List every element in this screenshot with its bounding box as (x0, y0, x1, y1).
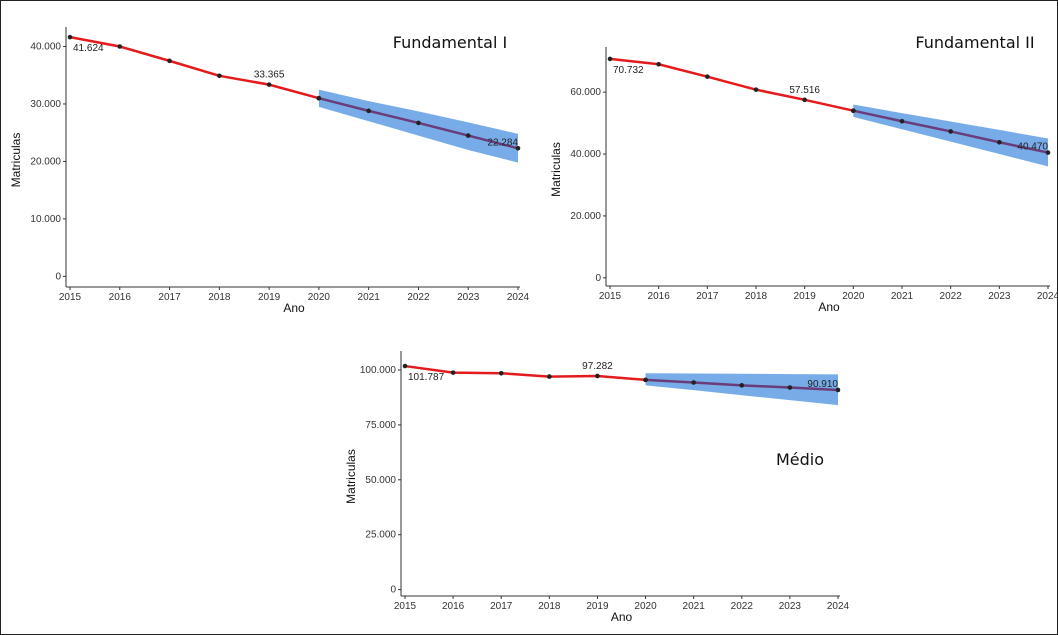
data-label: 90.910 (807, 379, 838, 390)
x-tick-label: 2023 (457, 292, 480, 303)
data-point (547, 374, 552, 379)
y-tick-label: 0 (595, 273, 601, 284)
data-point (366, 108, 371, 114)
x-tick-label: 2016 (109, 292, 132, 303)
x-tick-label: 2017 (490, 601, 513, 612)
x-tick-label: 2018 (745, 291, 768, 302)
x-axis-label: Ano (818, 300, 840, 314)
x-tick-label: 2024 (827, 601, 850, 612)
y-tick-label: 0 (55, 271, 61, 282)
y-tick-label: 40.000 (570, 149, 601, 160)
data-label: 40.470 (1017, 142, 1048, 153)
data-point (450, 370, 456, 375)
x-tick-label: 2020 (634, 601, 657, 612)
x-tick-label: 2018 (538, 601, 561, 612)
x-tick-label: 2017 (158, 292, 181, 303)
y-tick-label: 0 (390, 585, 396, 596)
y-tick-label: 25.000 (365, 530, 396, 541)
x-tick-label: 2016 (442, 601, 465, 612)
y-tick-label: 20.000 (30, 156, 61, 167)
x-tick-label: 2015 (59, 292, 82, 303)
data-point (739, 383, 745, 388)
data-point (997, 139, 1002, 145)
x-tick-label: 2020 (842, 291, 865, 302)
data-point (595, 373, 600, 379)
x-tick-label: 2015 (394, 601, 417, 612)
data-point (316, 95, 322, 101)
x-tick-label: 2023 (988, 291, 1011, 302)
x-tick-label: 2022 (407, 292, 430, 303)
data-label: 33.365 (254, 70, 285, 81)
data-point (217, 73, 222, 79)
x-tick-label: 2023 (779, 601, 802, 612)
data-point (117, 44, 123, 49)
data-point (835, 387, 841, 393)
data-point (802, 97, 807, 103)
y-tick-label: 40.000 (30, 41, 61, 52)
data-point (753, 87, 759, 92)
data-point (67, 34, 73, 40)
data-point (1045, 150, 1051, 155)
data-point (948, 129, 953, 134)
x-tick-label: 2021 (358, 292, 381, 303)
x-tick-label: 2021 (891, 291, 914, 302)
y-tick-label: 60.000 (570, 87, 601, 98)
data-point (643, 377, 648, 383)
data-label: 101.787 (408, 372, 445, 383)
data-label: 70.732 (613, 65, 644, 76)
y-axis-label: Matriculas (549, 142, 563, 197)
data-point (465, 133, 471, 138)
x-tick-label: 2019 (586, 601, 609, 612)
x-tick-label: 2017 (696, 291, 719, 302)
x-axis-label: Ano (611, 610, 633, 624)
data-point (515, 146, 521, 151)
data-point (656, 61, 661, 67)
chart-title: Fundamental II (915, 33, 1034, 52)
y-axis-label: Matriculas (344, 449, 358, 504)
x-axis-label: Ano (283, 301, 305, 315)
data-point (167, 58, 172, 64)
confidence-band (318, 89, 518, 163)
x-tick-label: 2022 (731, 601, 754, 612)
x-tick-label: 2018 (208, 292, 231, 303)
data-label: 22.284 (487, 137, 518, 148)
y-tick-label: 10.000 (30, 214, 61, 225)
data-label: 41.624 (73, 43, 104, 54)
data-point (787, 385, 793, 390)
y-tick-label: 75.000 (365, 420, 396, 431)
x-tick-label: 2024 (507, 292, 530, 303)
y-tick-label: 100.000 (360, 365, 397, 376)
data-point (899, 118, 905, 124)
y-tick-label: 30.000 (30, 99, 61, 110)
y-axis-label: Matriculas (9, 133, 23, 188)
x-tick-label: 2019 (794, 291, 817, 302)
chart-title: Médio (776, 450, 824, 469)
data-point (416, 120, 421, 126)
data-label: 97.282 (582, 361, 613, 372)
series-line (404, 364, 646, 382)
x-tick-label: 2019 (258, 292, 281, 303)
x-tick-label: 2022 (940, 291, 963, 302)
y-tick-label: 50.000 (365, 475, 396, 486)
data-point (851, 108, 856, 114)
data-point (498, 370, 504, 376)
x-tick-label: 2015 (599, 291, 622, 302)
x-tick-label: 2020 (308, 292, 331, 303)
series-line (609, 57, 854, 112)
data-point (402, 363, 408, 369)
chart-title: Fundamental I (393, 33, 507, 52)
x-tick-label: 2024 (1037, 291, 1058, 302)
x-tick-label: 2016 (648, 291, 671, 302)
y-tick-label: 20.000 (570, 211, 601, 222)
x-tick-label: 2021 (683, 601, 706, 612)
data-point (691, 380, 696, 385)
series-line (69, 35, 320, 100)
data-point (705, 74, 710, 79)
data-label: 57.516 (789, 85, 820, 96)
data-point (266, 82, 272, 87)
data-point (607, 56, 613, 62)
